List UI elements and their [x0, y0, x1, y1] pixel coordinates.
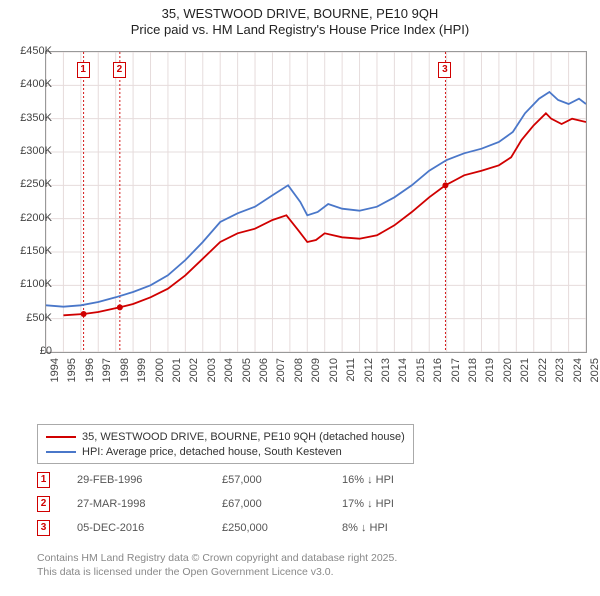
sale-price-1: £67,000	[222, 498, 342, 510]
x-tick-label: 2024	[572, 358, 584, 382]
chart-title-line1: 35, WESTWOOD DRIVE, BOURNE, PE10 9QH	[0, 6, 600, 21]
x-tick-label: 2006	[258, 358, 270, 382]
x-tick-label: 2021	[519, 358, 531, 382]
x-tick-label: 1998	[119, 358, 131, 382]
y-tick-label: £300K	[7, 145, 52, 157]
x-tick-label: 2000	[154, 358, 166, 382]
legend: 35, WESTWOOD DRIVE, BOURNE, PE10 9QH (de…	[37, 424, 414, 464]
x-tick-label: 2014	[397, 358, 409, 382]
x-tick-label: 2002	[188, 358, 200, 382]
y-tick-label: £350K	[7, 112, 52, 124]
x-tick-label: 2011	[345, 358, 357, 382]
legend-swatch-1	[46, 451, 76, 453]
x-tick-label: 2016	[432, 358, 444, 382]
sales-row-0: 1 29-FEB-1996 £57,000 16% ↓ HPI	[37, 468, 462, 492]
x-tick-label: 2015	[415, 358, 427, 382]
sale-diff-2: 8% ↓ HPI	[342, 522, 462, 534]
attribution-line1: Contains HM Land Registry data © Crown c…	[37, 552, 397, 566]
x-tick-label: 1997	[101, 358, 113, 382]
x-tick-label: 1994	[49, 358, 61, 382]
y-tick-label: £50K	[7, 312, 52, 324]
plot-area	[45, 51, 587, 353]
x-tick-label: 2008	[293, 358, 305, 382]
x-tick-label: 2025	[589, 358, 600, 382]
chart-title-line2: Price paid vs. HM Land Registry's House …	[0, 22, 600, 37]
y-tick-label: £250K	[7, 178, 52, 190]
attribution-line2: This data is licensed under the Open Gov…	[37, 566, 397, 580]
sale-marker-2: 3	[37, 520, 50, 536]
x-tick-label: 2003	[206, 358, 218, 382]
x-tick-label: 1999	[136, 358, 148, 382]
x-tick-label: 2007	[275, 358, 287, 382]
y-tick-label: £400K	[7, 78, 52, 90]
sale-date-1: 27-MAR-1998	[77, 498, 222, 510]
legend-label-1: HPI: Average price, detached house, Sout…	[82, 446, 342, 458]
chart-sale-marker: 2	[113, 62, 126, 78]
x-tick-label: 2005	[241, 358, 253, 382]
x-tick-label: 2022	[537, 358, 549, 382]
sale-date-0: 29-FEB-1996	[77, 474, 222, 486]
x-tick-label: 2018	[467, 358, 479, 382]
sale-price-0: £57,000	[222, 474, 342, 486]
chart-area: £0 £50K £100K £150K £200K £250K £300K £350K £400…	[0, 46, 600, 416]
sales-table: 1 29-FEB-1996 £57,000 16% ↓ HPI 2 27-MAR…	[37, 468, 462, 540]
sales-row-2: 3 05-DEC-2016 £250,000 8% ↓ HPI	[37, 516, 462, 540]
sale-marker-0: 1	[37, 472, 50, 488]
legend-item-1: HPI: Average price, detached house, Sout…	[46, 444, 405, 459]
y-tick-label: £450K	[7, 45, 52, 57]
y-tick-label: £200K	[7, 212, 52, 224]
attribution: Contains HM Land Registry data © Crown c…	[37, 552, 397, 579]
x-tick-label: 2012	[363, 358, 375, 382]
x-tick-label: 2020	[502, 358, 514, 382]
y-tick-label: £0	[7, 345, 52, 357]
plot-svg	[46, 52, 586, 352]
sale-diff-0: 16% ↓ HPI	[342, 474, 462, 486]
sale-marker-1: 2	[37, 496, 50, 512]
x-tick-label: 2013	[380, 358, 392, 382]
sale-date-2: 05-DEC-2016	[77, 522, 222, 534]
x-tick-label: 2004	[223, 358, 235, 382]
x-tick-label: 2019	[484, 358, 496, 382]
x-tick-label: 2009	[310, 358, 322, 382]
chart-sale-marker: 3	[438, 62, 451, 78]
x-tick-label: 1996	[84, 358, 96, 382]
x-tick-label: 1995	[66, 358, 78, 382]
x-tick-label: 2017	[450, 358, 462, 382]
legend-label-0: 35, WESTWOOD DRIVE, BOURNE, PE10 9QH (de…	[82, 431, 405, 443]
sales-row-1: 2 27-MAR-1998 £67,000 17% ↓ HPI	[37, 492, 462, 516]
chart-sale-marker: 1	[77, 62, 90, 78]
legend-swatch-0	[46, 436, 76, 438]
y-tick-label: £100K	[7, 278, 52, 290]
legend-item-0: 35, WESTWOOD DRIVE, BOURNE, PE10 9QH (de…	[46, 429, 405, 444]
sale-price-2: £250,000	[222, 522, 342, 534]
y-tick-label: £150K	[7, 245, 52, 257]
sale-diff-1: 17% ↓ HPI	[342, 498, 462, 510]
x-tick-label: 2010	[328, 358, 340, 382]
x-tick-label: 2023	[554, 358, 566, 382]
chart-title-block: 35, WESTWOOD DRIVE, BOURNE, PE10 9QH Pri…	[0, 6, 600, 37]
x-tick-label: 2001	[171, 358, 183, 382]
